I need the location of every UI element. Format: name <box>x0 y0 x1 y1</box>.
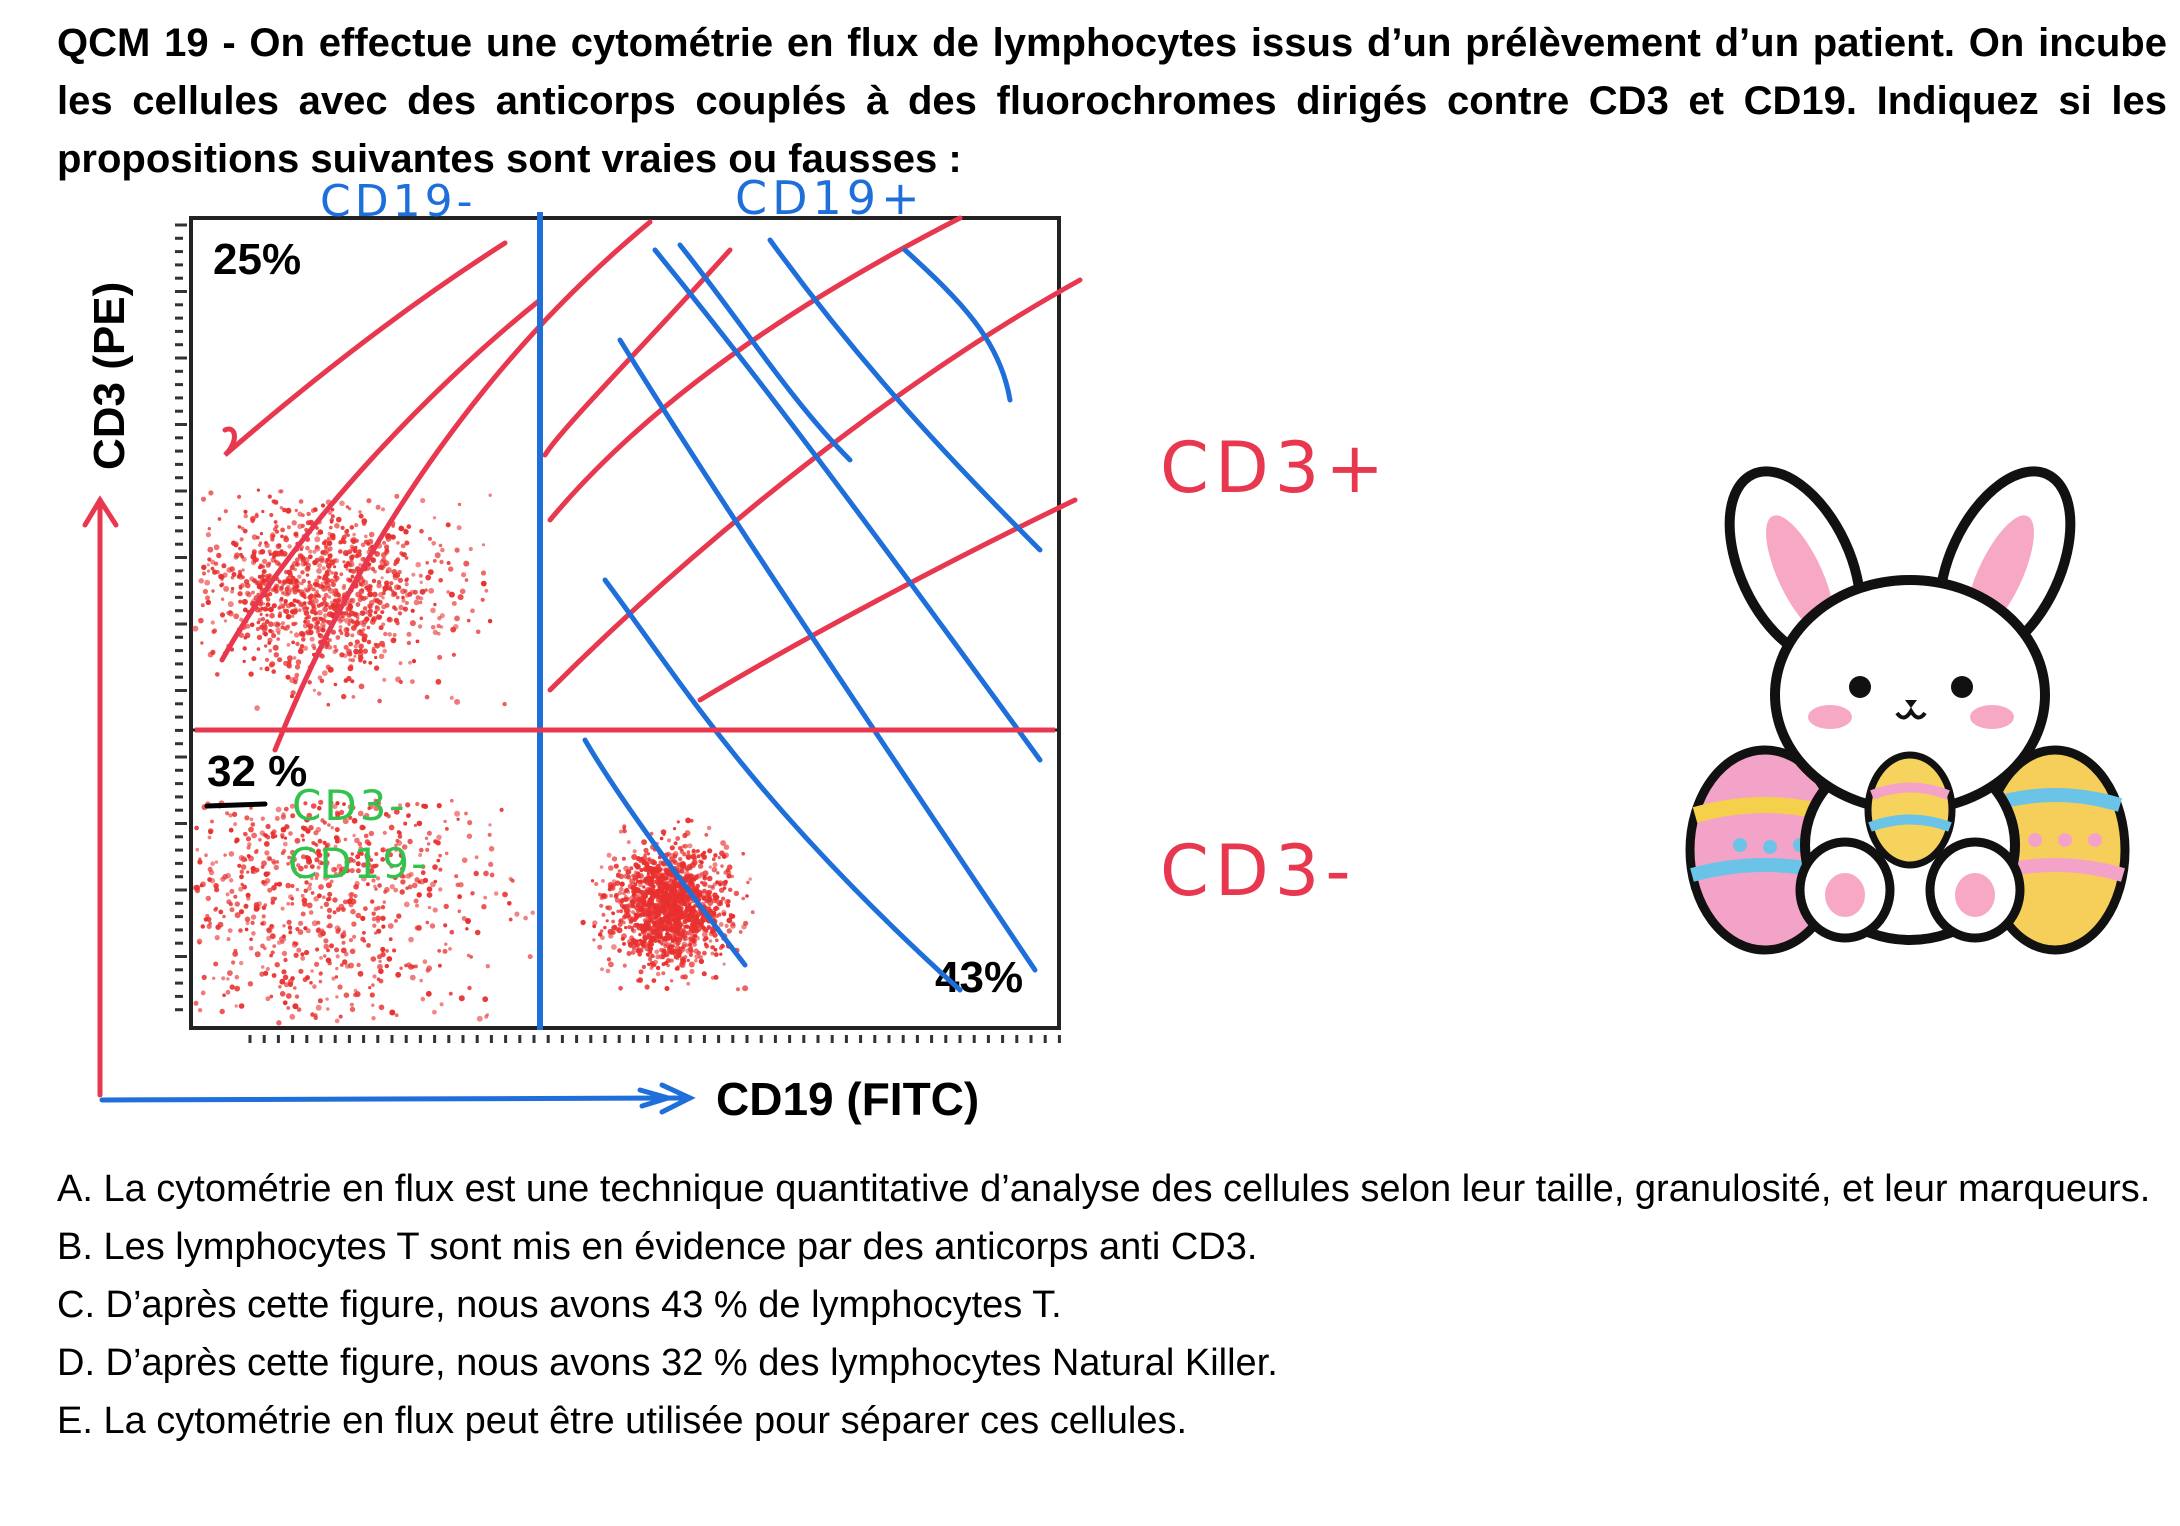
option-c: C. D’après cette figure, nous avons 43 %… <box>57 1284 1062 1326</box>
option-d: D. D’après cette figure, nous avons 32 %… <box>57 1342 1278 1384</box>
option-a: A. La cytométrie en flux est une techniq… <box>57 1168 2151 1210</box>
quadrant-bottom-left-percent: 32 % <box>207 747 307 796</box>
quadrant-top-left-percent: 25% <box>213 235 301 284</box>
green-cd19-minus-annotation: CD19- <box>288 839 428 888</box>
y-axis-ticks <box>175 223 187 1012</box>
green-cd3-minus-annotation: CD3- <box>292 781 408 830</box>
cd3-minus-annotation: CD3- <box>1160 830 1357 912</box>
y-axis-arrow <box>82 495 119 1098</box>
easter-bunny-with-eggs-icon <box>1685 466 2130 955</box>
option-b: B. Les lymphocytes T sont mis en évidenc… <box>57 1226 1258 1268</box>
double-negative-population <box>192 798 535 1026</box>
plot-frame <box>189 216 1061 1030</box>
x-axis-arrow <box>99 1082 696 1115</box>
scatter-dots <box>192 488 755 1026</box>
cd3-positive-population <box>192 488 507 711</box>
x-axis-label: CD19 (FITC) <box>716 1073 979 1125</box>
answer-options: A. La cytométrie en flux est une techniq… <box>57 1160 2167 1450</box>
blue-hatch-strokes <box>582 237 1043 993</box>
underline-mark <box>204 801 268 809</box>
option-e: E. La cytométrie en flux peut être utili… <box>57 1400 1188 1442</box>
cd19-positive-population <box>580 817 755 992</box>
cd19-minus-annotation: CD19- <box>320 176 476 227</box>
cd19-plus-annotation: CD19+ <box>735 171 925 225</box>
question-text: QCM 19 - On effectue une cytométrie en f… <box>57 21 2167 181</box>
red-hatch-strokes <box>219 215 1083 753</box>
x-axis-ticks <box>248 1035 1061 1043</box>
y-axis-label: CD3 (PE) <box>85 282 134 470</box>
cd3-plus-annotation: CD3+ <box>1160 427 1390 509</box>
